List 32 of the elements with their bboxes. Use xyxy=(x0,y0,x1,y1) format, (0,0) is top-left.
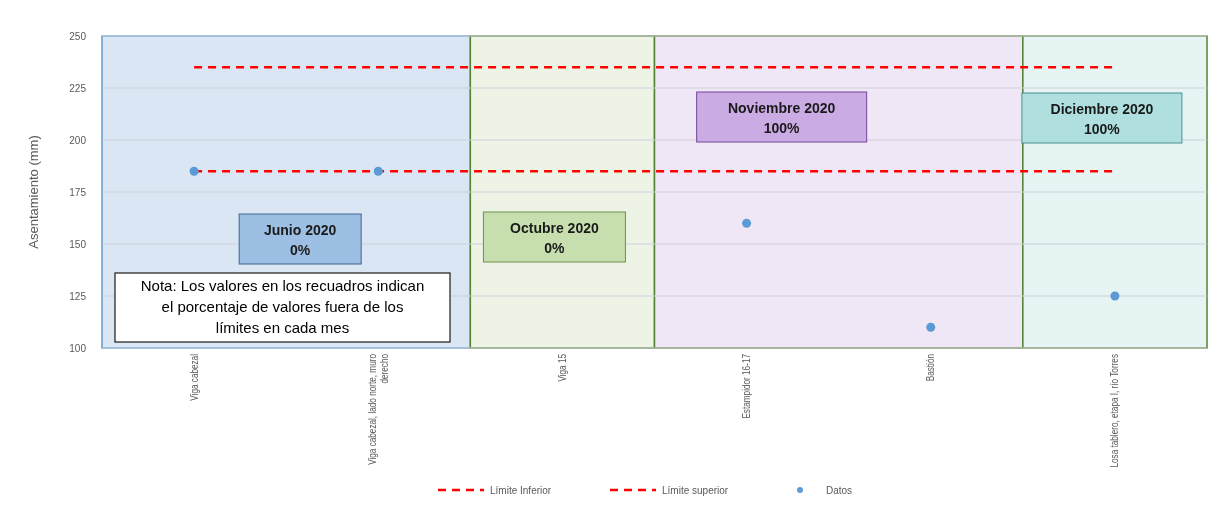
label-box: Diciembre 2020 100% xyxy=(1021,92,1183,144)
note-box: Nota: Los valores en los recuadros indican el porcentaje de valores fuera de los límites en cada mes xyxy=(114,272,451,343)
x-tick-label: Losa tablero, etapa I, río Torres xyxy=(1109,353,1121,468)
label-box: Junio 2020 0% xyxy=(238,213,362,265)
legend-label: Datos xyxy=(826,484,853,496)
y-axis-title: Asentamiento (mm) xyxy=(26,135,41,249)
label-box: Octubre 2020 0% xyxy=(482,211,626,263)
point xyxy=(373,166,383,176)
point xyxy=(742,218,752,228)
band-label: Junio 2020 0% xyxy=(263,222,337,258)
annotation: Nota: Los valores en los recuadros indican el porcentaje de valores fuera de los límites en cada mes xyxy=(140,277,425,336)
y-tick-label: 125 xyxy=(69,290,87,302)
y-tick-label: 175 xyxy=(69,186,87,198)
point xyxy=(189,166,199,176)
y-tick-label: 150 xyxy=(69,238,87,250)
band-label: Noviembre 2020 100% xyxy=(727,100,836,136)
x-tick-label: Viga cabezal xyxy=(188,354,200,401)
legend-label: Límite superior xyxy=(662,484,729,496)
point xyxy=(1110,291,1120,301)
band-label: Diciembre 2020 100% xyxy=(1050,101,1154,137)
legend-label: Límite Inferior xyxy=(490,484,552,496)
label-box: Noviembre 2020 100% xyxy=(696,91,868,143)
x-tick-label: Bastión xyxy=(925,354,937,382)
x-tick-label: Viga 15 xyxy=(557,354,569,382)
y-tick-label: 100 xyxy=(69,342,87,354)
y-tick-label: 225 xyxy=(69,82,87,94)
x-tick-label: Viga cabezal, lado norte, muro derecho xyxy=(367,354,390,465)
y-tick-label: 250 xyxy=(69,30,87,42)
band-label: Octubre 2020 0% xyxy=(510,220,599,256)
point xyxy=(926,322,936,332)
x-tick-label: Estampidor 16-17 xyxy=(741,354,753,419)
y-tick-label: 200 xyxy=(69,134,87,146)
